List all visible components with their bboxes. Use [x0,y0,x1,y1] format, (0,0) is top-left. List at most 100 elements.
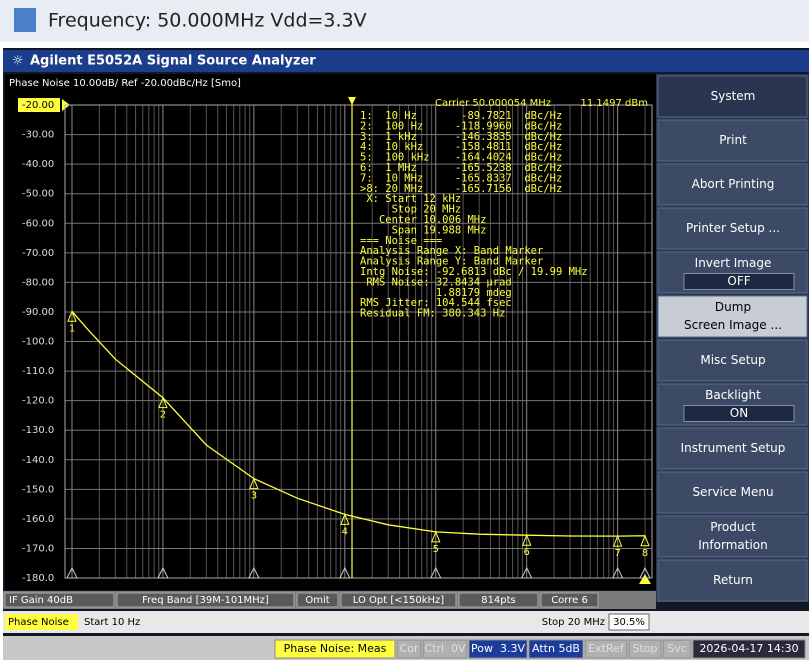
readout-line: 4: 10 kHz -158.4811 dBc/Hz [360,141,562,153]
axis-marker [248,566,260,579]
softkey[interactable] [657,427,808,470]
axis-marker [429,566,442,579]
softkey[interactable] [657,75,808,118]
softkey-value: ON [730,406,748,420]
channel-bg [5,614,78,630]
status-text: 814pts [481,595,516,606]
softkey[interactable] [657,119,808,162]
status-cell [4,592,115,608]
status-indicator [468,639,528,659]
readout-line: === Noise === [360,235,442,247]
y-tick-label: -100.0 [22,337,54,348]
y-tick-label: -110.0 [22,366,54,377]
softkey-label: Dump [715,300,751,314]
softkey[interactable] [657,471,808,514]
status-text: Freq Band [39M-101MHz] [142,595,269,606]
channel: Phase Noise [8,617,69,628]
softkey-label: Service Menu [692,485,773,499]
y-tick-label: -60.00 [22,218,54,229]
softkey-label: Invert Image [695,256,772,270]
readout-line: Analysis Range Y: Band Marker [360,256,543,268]
status-indicator-text: Cor [400,642,419,655]
status-cell [340,592,457,608]
marker-label: 4 [342,526,348,537]
y-tick-label: -140.0 [22,455,54,466]
status-indicator [528,639,584,659]
softkey-panel [656,74,809,602]
carrier-power: 11.1497 dBm [581,98,648,109]
softkey-label: Misc Setup [700,353,765,367]
softkey-value-box [683,405,795,422]
header-title: Frequency: 50.000MHz Vdd=3.3V [48,10,367,32]
softkey-label: Information [698,538,767,552]
readout-line: Intg Noise: -92.6813 dBc / 19.99 MHz [360,266,588,278]
marker [249,477,259,490]
status-indicator [628,639,662,659]
softkey[interactable] [657,515,808,558]
carrier: Carrier 50.000054 MHz [435,98,551,109]
status-indicator-text: Attn 5dB [532,642,580,655]
status-row-2 [3,611,809,633]
readout-line: >8: 20 MHz -165.7156 dBc/Hz [360,183,562,195]
readout-line: 1.88179 mdeg [360,287,512,299]
readout-line: RMS Noise: 32.8434 µrad [360,276,512,288]
status-indicator-text: ExtRef [588,642,625,655]
header-band [0,0,809,42]
status-text: LO Opt [<150kHz] [353,595,445,606]
readout-line: Center 10.006 MHz [360,214,486,226]
marker [158,396,168,409]
marker-label: 8 [642,548,648,559]
scale-label: Phase Noise 10.00dB/ Ref -20.00dBc/Hz [S… [9,78,241,89]
status-indicator-text: Ctrl 0V [424,642,466,655]
readout-line: 3: 1 kHz -146.3835 dBc/Hz [360,131,562,143]
softkey-label: System [711,89,756,103]
status-cell [296,592,339,608]
status-indicator [274,639,396,659]
softkey[interactable] [657,295,808,338]
readout-line: 2: 100 Hz -118.9960 dBc/Hz [360,120,562,132]
axis-marker [611,566,624,579]
softkey-value-box [683,273,795,290]
status-indicator [692,639,806,659]
axis-marker [639,566,651,579]
marker [612,534,623,547]
y-tick-label: -70.00 [22,248,54,259]
status-indicator [584,639,628,659]
marker-label: 7 [614,548,620,559]
softkeys: System Print Abort Printing Printer Setup .… [657,75,808,602]
softkey-label: Backlight [705,388,761,402]
status-cell [540,592,599,608]
progress-box [608,613,650,631]
status-cell [458,592,539,608]
marker [67,309,77,322]
marker-label: 3 [251,491,257,502]
title-bar [3,50,809,72]
status-indicator [662,639,692,659]
readout-line: 5: 100 kHz -164.4024 dBc/Hz [360,152,562,164]
y-tick-label: -90.00 [22,307,54,318]
softkey[interactable] [657,559,808,602]
y-tick-label: -40.00 [22,159,54,170]
y-tick-label: -50.00 [22,189,54,200]
axis-marker [157,566,169,579]
status-text: Omit [305,595,329,606]
y-tick-label: -120.0 [22,396,54,407]
y-tick-label: -30.00 [22,130,54,141]
status-text: IF Gain 40dB [9,595,73,606]
stop: Stop 20 MHz [542,617,605,628]
status-indicator-text: 2026-04-17 14:30 [699,642,798,655]
softkey[interactable] [657,339,808,382]
softkey[interactable] [657,163,808,206]
softkey[interactable] [657,207,808,250]
marker-label: 5 [433,544,439,555]
axis-marker [339,566,351,579]
marker-label: 2 [160,410,166,421]
start: Start 10 Hz [84,617,140,628]
y-tick-label: -80.00 [22,277,54,288]
softkey-label: Product [710,520,756,534]
window-title: Agilent E5052A Signal Source Analyzer [30,54,316,69]
status-indicator-text: Pow 3.3V [471,642,525,655]
readout-line: 7: 10 MHz -165.8337 dBc/Hz [360,172,562,184]
band-marker-arrow [348,97,357,105]
